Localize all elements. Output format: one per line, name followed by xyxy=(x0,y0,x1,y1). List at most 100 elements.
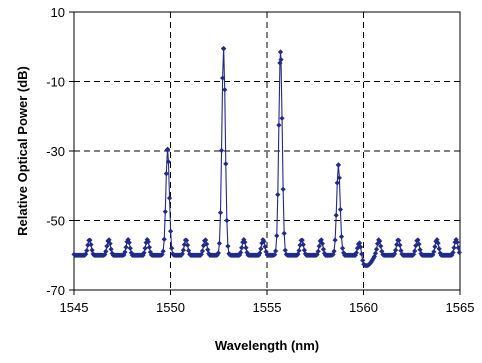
data-point-marker xyxy=(167,228,174,234)
data-point-marker xyxy=(162,209,168,215)
data-point-marker xyxy=(394,241,400,248)
data-point-marker xyxy=(272,251,278,258)
x-tick-label: 1565 xyxy=(446,300,475,315)
x-axis-title: Wavelength (nm) xyxy=(215,338,319,353)
data-point-marker xyxy=(216,240,223,246)
data-point-marker xyxy=(239,245,245,251)
data-point-marker xyxy=(145,239,151,245)
data-point-marker xyxy=(275,192,281,198)
data-point-marker xyxy=(107,240,113,247)
data-point-marker xyxy=(180,247,186,253)
data-point-marker xyxy=(320,246,327,252)
data-point-marker xyxy=(331,248,337,254)
data-point-marker xyxy=(122,249,128,255)
data-point-marker xyxy=(142,245,148,251)
data-point-marker xyxy=(370,255,376,262)
y-tick-label: 10 xyxy=(51,5,65,20)
data-point-marker xyxy=(258,246,264,252)
data-point-marker xyxy=(321,250,328,256)
x-tick-label: 1545 xyxy=(60,300,89,315)
data-point-marker xyxy=(437,250,443,256)
data-point-marker xyxy=(282,247,288,253)
data-point-marker xyxy=(434,237,440,243)
data-point-marker xyxy=(455,245,461,251)
data-point-marker xyxy=(416,241,422,247)
data-point-marker xyxy=(277,49,284,55)
data-point-marker xyxy=(165,159,172,165)
data-point-marker xyxy=(203,237,209,243)
data-point-marker xyxy=(276,122,282,128)
x-axis-ticks: 1545 1550 1555 1560 1565 xyxy=(60,290,475,315)
data-point-marker xyxy=(296,247,302,254)
data-point-marker xyxy=(257,250,263,256)
data-point-marker xyxy=(104,243,110,249)
data-point-marker xyxy=(224,217,230,224)
data-point-marker xyxy=(273,248,279,254)
data-point-marker xyxy=(430,252,436,258)
data-point-marker xyxy=(352,252,358,258)
data-point-marker xyxy=(456,249,462,256)
data-point-marker xyxy=(397,242,403,248)
data-point-marker xyxy=(281,230,287,236)
data-point-marker xyxy=(412,248,418,254)
data-point-marker xyxy=(179,251,185,257)
data-point-marker xyxy=(280,186,286,192)
data-point-marker xyxy=(126,240,132,246)
data-point-marker xyxy=(221,46,227,52)
data-point-marker xyxy=(222,87,228,93)
data-point-marker xyxy=(84,247,90,254)
data-point-marker xyxy=(169,245,175,251)
data-point-marker xyxy=(279,115,285,121)
y-tick-label: -50 xyxy=(46,214,65,229)
y-tick-label: -70 xyxy=(46,283,65,298)
y-tick-label: -30 xyxy=(46,144,65,159)
data-point-marker xyxy=(393,247,399,253)
data-point-marker xyxy=(166,195,173,201)
x-tick-label: 1555 xyxy=(253,300,282,315)
data-point-marker xyxy=(88,241,94,248)
data-point-marker xyxy=(335,162,342,168)
data-point-marker xyxy=(356,240,363,246)
y-axis-title: Relative Optical Power (dB) xyxy=(15,66,30,236)
data-point-marker xyxy=(274,233,280,239)
data-point-marker xyxy=(218,147,225,154)
data-point-marker xyxy=(396,237,402,244)
y-axis-ticks: 10 -10 -30 -50 -70 xyxy=(46,5,74,298)
data-point-marker xyxy=(243,245,249,251)
data-point-marker xyxy=(450,249,456,256)
data-point-marker xyxy=(315,248,321,255)
data-point-marker xyxy=(341,250,347,256)
data-point-marker xyxy=(299,237,305,243)
data-point-marker xyxy=(454,239,460,245)
data-point-marker xyxy=(377,238,383,244)
data-point-marker xyxy=(436,246,442,252)
data-point-marker xyxy=(220,75,226,81)
x-tick-label: 1550 xyxy=(156,300,185,315)
data-point-marker xyxy=(261,238,267,244)
data-point-marker xyxy=(204,241,210,247)
data-point-marker xyxy=(319,240,325,247)
data-point-marker xyxy=(338,234,345,240)
data-point-marker xyxy=(360,257,366,263)
data-point-marker xyxy=(316,243,322,249)
data-point-marker xyxy=(353,250,359,256)
data-point-marker xyxy=(417,247,423,253)
data-point-marker xyxy=(435,240,441,246)
data-point-marker xyxy=(215,250,221,256)
y-tick-label: -10 xyxy=(46,75,65,90)
data-point-marker xyxy=(83,251,89,257)
data-point-marker xyxy=(431,249,437,255)
data-point-marker xyxy=(160,248,166,254)
series-group xyxy=(71,45,462,269)
data-point-marker xyxy=(123,244,129,250)
data-point-marker xyxy=(418,251,424,257)
data-point-marker xyxy=(85,242,91,248)
data-point-marker xyxy=(391,251,398,257)
data-point-marker xyxy=(242,239,248,245)
data-point-marker xyxy=(339,245,346,251)
data-point-marker xyxy=(89,247,95,253)
data-point-marker xyxy=(165,146,171,152)
data-point-marker xyxy=(127,245,133,251)
